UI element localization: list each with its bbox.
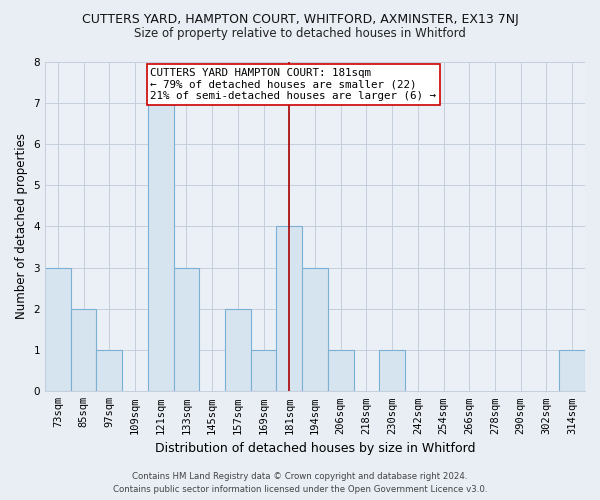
Bar: [302, 268, 328, 392]
Bar: [277, 226, 302, 392]
Text: CUTTERS YARD HAMPTON COURT: 181sqm
← 79% of detached houses are smaller (22)
21%: CUTTERS YARD HAMPTON COURT: 181sqm ← 79%…: [151, 68, 436, 101]
Bar: [251, 350, 277, 392]
Bar: [559, 350, 585, 392]
Bar: [173, 268, 199, 392]
Text: Contains HM Land Registry data © Crown copyright and database right 2024.
Contai: Contains HM Land Registry data © Crown c…: [113, 472, 487, 494]
Bar: [379, 350, 405, 392]
Y-axis label: Number of detached properties: Number of detached properties: [15, 134, 28, 320]
Bar: [328, 350, 353, 392]
Bar: [97, 350, 122, 392]
Bar: [71, 309, 97, 392]
Bar: [148, 102, 173, 392]
Text: Size of property relative to detached houses in Whitford: Size of property relative to detached ho…: [134, 28, 466, 40]
X-axis label: Distribution of detached houses by size in Whitford: Distribution of detached houses by size …: [155, 442, 475, 455]
Bar: [225, 309, 251, 392]
Text: CUTTERS YARD, HAMPTON COURT, WHITFORD, AXMINSTER, EX13 7NJ: CUTTERS YARD, HAMPTON COURT, WHITFORD, A…: [82, 12, 518, 26]
Bar: [45, 268, 71, 392]
